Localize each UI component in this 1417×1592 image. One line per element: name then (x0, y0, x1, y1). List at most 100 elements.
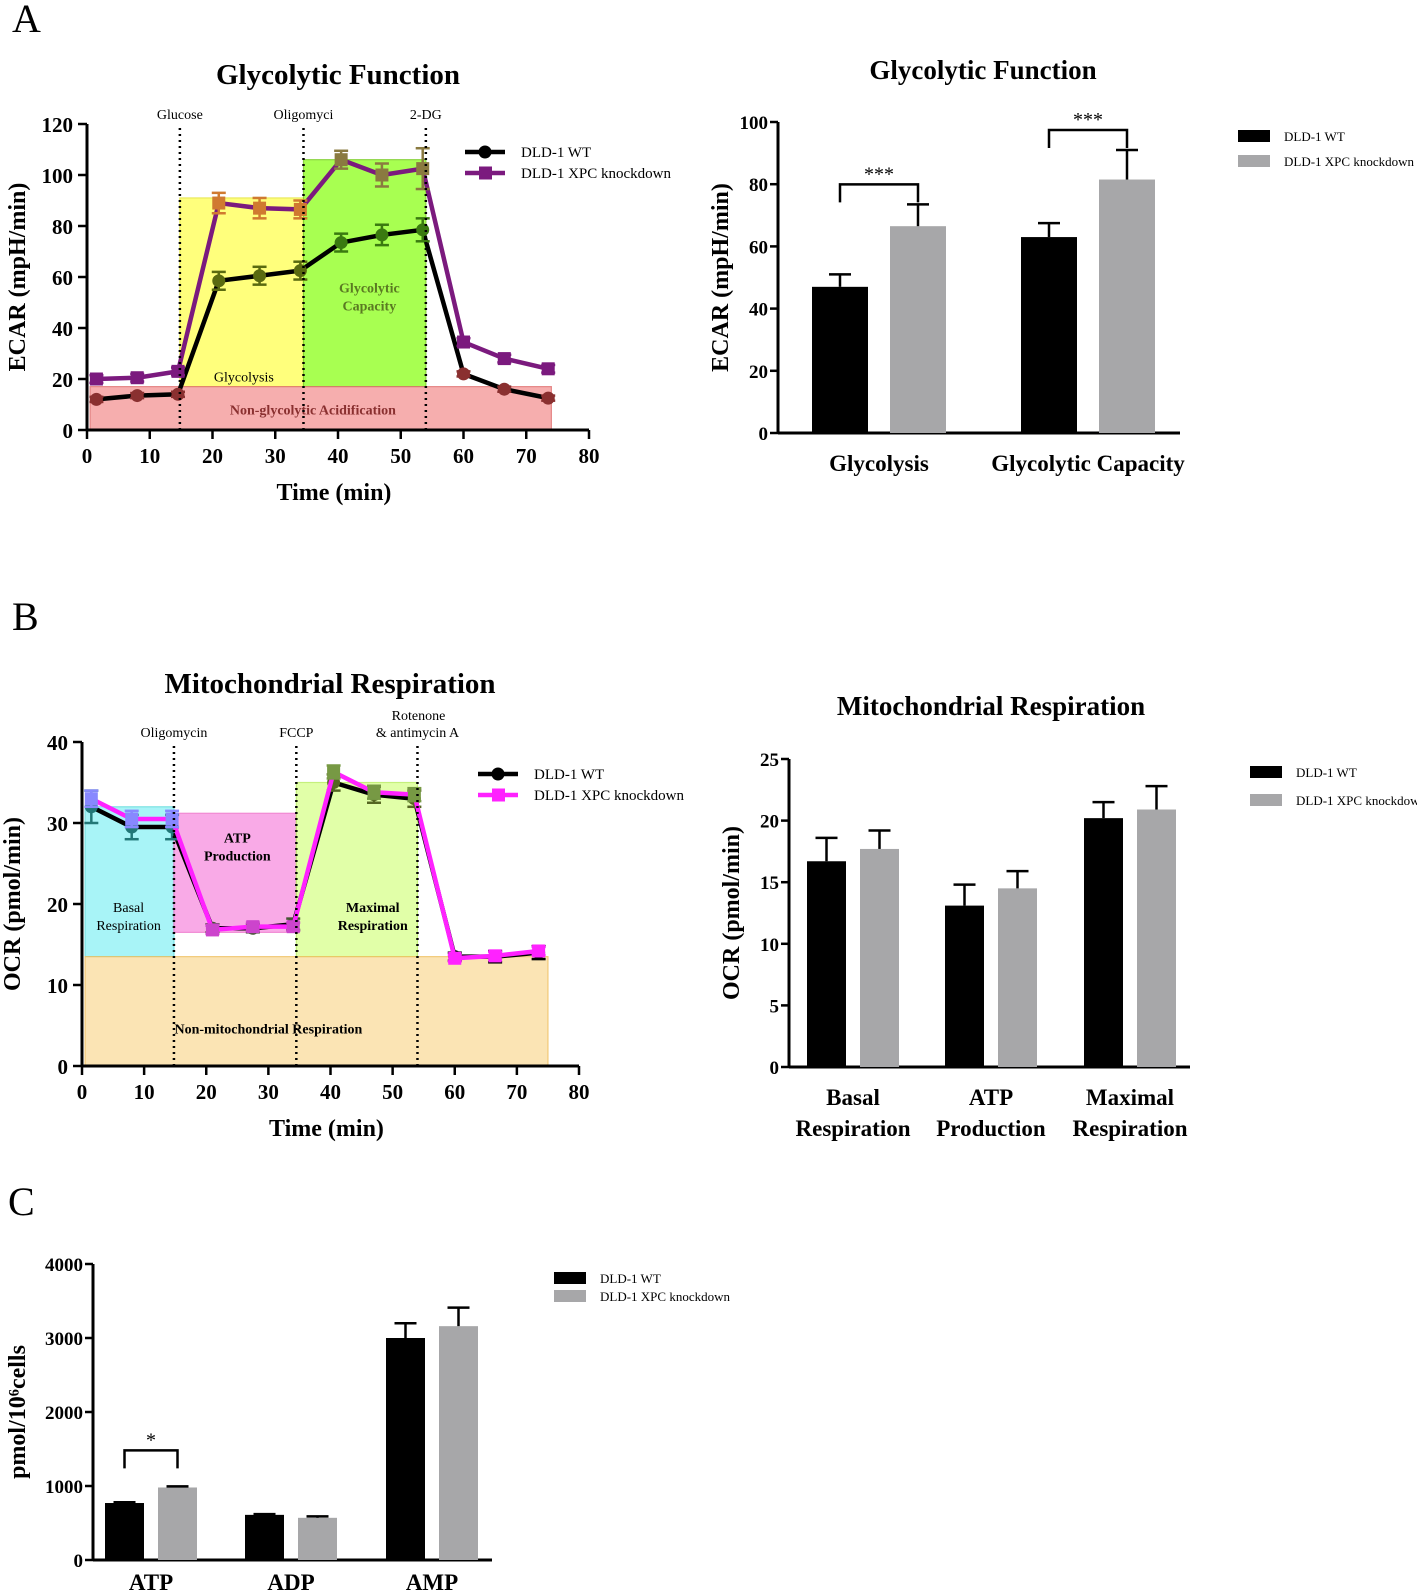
data-point (334, 153, 348, 167)
category-label: Glycolytic Capacity (991, 451, 1185, 476)
data-point (532, 944, 546, 958)
x-tick-label: 70 (516, 444, 537, 468)
significance-label: * (146, 1429, 156, 1451)
data-point (253, 269, 267, 283)
y-tick-label: 10 (760, 935, 779, 956)
y-axis-label: ECAR (mpH/min) (708, 183, 734, 372)
x-tick-label: 50 (382, 1080, 403, 1104)
data-point (171, 364, 185, 378)
x-axis-label: Time (min) (277, 480, 392, 506)
region-label: Respiration (96, 919, 161, 934)
y-tick-label: 40 (52, 317, 73, 341)
bar (386, 1338, 425, 1560)
y-tick-label: 30 (47, 812, 68, 836)
data-point (253, 201, 267, 215)
y-tick-label: 0 (74, 1551, 84, 1572)
data-point (89, 392, 103, 406)
x-tick-label: 80 (579, 444, 600, 468)
significance-bracket (838, 183, 920, 203)
data-point (457, 335, 470, 349)
region-4 (84, 956, 549, 1067)
chart-glycolytic-time-course: 0 10 20 30 40 50 60 70 80 0 20 40 60 80 100 120 Time (mi… (5, 59, 671, 506)
bar (998, 888, 1037, 1067)
bar (1137, 809, 1176, 1067)
x-tick-label: 10 (139, 444, 160, 468)
region-1 (179, 197, 305, 388)
legend-swatch (1250, 766, 1282, 778)
injection-label: Oligomycin (140, 726, 207, 741)
data-point (457, 367, 470, 381)
y-tick-label: 60 (749, 237, 768, 258)
data-point (171, 387, 185, 401)
category-label: Respiration (796, 1116, 911, 1141)
y-axis-label: ECAR (mpH/min) (5, 183, 31, 372)
injection-label: 2-DG (410, 108, 442, 123)
data-point (293, 202, 307, 216)
y-tick-label: 120 (42, 113, 74, 137)
legend-swatch (1238, 130, 1270, 142)
y-tick-label: 20 (47, 893, 68, 917)
y-tick-label: 5 (770, 996, 780, 1017)
y-tick-label: 80 (749, 175, 768, 196)
legend-label: DLD-1 WT (1296, 765, 1357, 780)
legend-marker (491, 767, 505, 781)
data-point (130, 371, 144, 385)
x-axis-label: Time (min) (269, 1116, 384, 1142)
legend-label: DLD-1 WT (600, 1271, 661, 1286)
data-point (497, 382, 511, 396)
data-point (212, 196, 226, 210)
y-tick-label: 0 (770, 1058, 780, 1079)
y-tick-label: 40 (749, 300, 768, 321)
category-label: ATP (969, 1085, 1013, 1110)
legend-label: DLD-1 XPC knockdown (600, 1289, 730, 1304)
data-point (286, 920, 300, 934)
chart-mitochondrial-bar: 0 5 10 15 20 25 Mitochondrial Respiration OCR (… (719, 691, 1417, 1141)
legend-label: DLD-1 XPC knockdown (1284, 154, 1414, 169)
chart-mitochondrial-time-course: 0 10 20 30 40 50 60 70 80 0 10 20 30 40 Time (min) OCR … (0, 668, 684, 1142)
data-point (541, 362, 555, 376)
y-axis-label: OCR (pmol/min) (719, 826, 745, 1000)
legend-label: DLD-1 WT (521, 145, 591, 161)
injection-label: & antimycin A (376, 726, 460, 741)
region-label: ATP (224, 831, 251, 846)
y-tick-label: 40 (47, 731, 68, 755)
category-label: Basal (826, 1085, 880, 1110)
x-tick-label: 80 (569, 1080, 590, 1104)
region-label: Non-glycolytic Acidification (230, 404, 396, 419)
category-label: ADP (267, 1570, 314, 1592)
data-point (416, 162, 430, 176)
x-tick-label: 30 (258, 1080, 279, 1104)
injection-label: Oligomyci (274, 108, 334, 123)
legend-swatch (1238, 155, 1270, 167)
x-tick-label: 0 (77, 1080, 88, 1104)
y-tick-label: 0 (58, 1055, 69, 1079)
bar (158, 1487, 197, 1560)
data-point (375, 228, 389, 242)
category-label: ATP (129, 1570, 173, 1592)
data-point (293, 264, 307, 278)
bar (1099, 179, 1155, 433)
data-point (497, 352, 511, 366)
bar (812, 286, 868, 433)
chart-title: Glycolytic Function (869, 55, 1096, 85)
data-point (416, 223, 430, 237)
significance-bracket (1047, 128, 1129, 148)
region-label: Capacity (343, 299, 397, 314)
bar (860, 848, 899, 1067)
significance-bracket (123, 1449, 179, 1469)
category-label: Production (936, 1116, 1046, 1141)
y-tick-label: 60 (52, 266, 73, 290)
y-tick-label: 25 (760, 750, 779, 771)
bar (439, 1326, 478, 1560)
bar (945, 905, 984, 1067)
legend-marker (478, 145, 492, 159)
legend-label: DLD-1 XPC knockdown (534, 788, 684, 804)
data-point (541, 391, 555, 405)
x-tick-label: 70 (506, 1080, 527, 1104)
panel-label-a: A (12, 0, 41, 41)
y-axis-label: OCR (pmol/min) (0, 817, 26, 991)
legend-label: DLD-1 XPC knockdown (521, 166, 671, 182)
bar (298, 1517, 337, 1560)
legend-label: DLD-1 WT (1284, 129, 1345, 144)
region-label: Maximal (346, 901, 400, 916)
